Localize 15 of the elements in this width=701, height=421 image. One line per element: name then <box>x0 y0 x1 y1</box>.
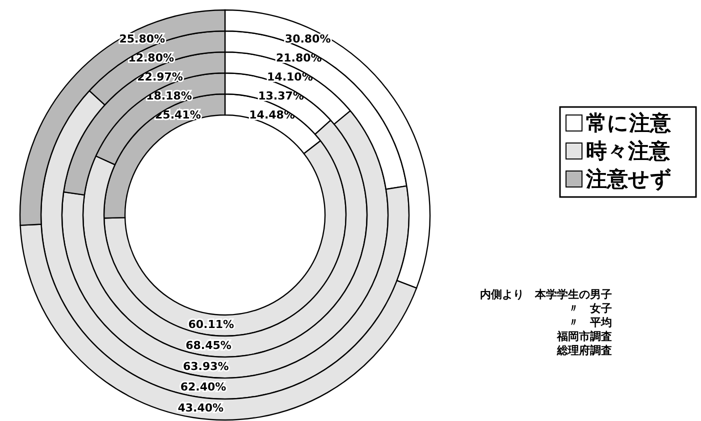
text: 〃 平均 <box>568 316 612 329</box>
legend-label: 時々注意 <box>586 139 671 163</box>
text: 福岡市調査 <box>556 330 612 343</box>
data-label: 62.40% <box>180 380 226 394</box>
data-label: 25.80% <box>119 32 166 46</box>
text: 総理府調査 <box>556 344 612 357</box>
data-label: 63.93% <box>182 360 229 373</box>
legend-label: 注意せず <box>585 167 672 191</box>
data-label: 30.80% <box>284 32 331 46</box>
data-label: 60.11% <box>188 318 234 332</box>
legend-label: 常に注意 <box>586 111 672 135</box>
data-label: 43.40% <box>178 401 224 414</box>
text: 〃 女子 <box>568 302 612 315</box>
text: 内側より 本学学生の男子 <box>480 288 612 301</box>
data-label: 68.45% <box>186 338 232 352</box>
